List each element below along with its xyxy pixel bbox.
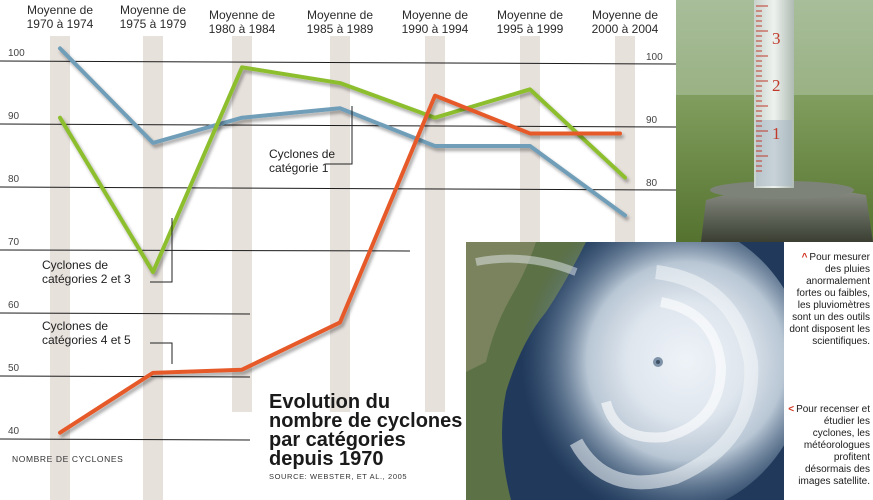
- title-line-1: Evolution du: [269, 391, 390, 413]
- gridline: [0, 249, 411, 252]
- gauge-mark-2: 2: [772, 76, 781, 95]
- series-label: catégories 2 et 3: [42, 272, 131, 286]
- period-label: Moyenne de: [120, 3, 186, 17]
- rain-gauge-photo: 3 2 1: [676, 0, 873, 242]
- period-label: Moyenne de: [307, 8, 373, 22]
- right-axis-ticks: 100 90 80: [646, 52, 663, 189]
- y-tick-label-right: 100: [646, 52, 663, 63]
- y-tick-label-left: 90: [8, 111, 20, 122]
- gridline: [0, 186, 677, 191]
- leader-line: [326, 106, 353, 165]
- period-label: Moyenne de: [27, 3, 93, 17]
- column-band: [330, 36, 350, 412]
- series-label: Cyclones de: [42, 319, 108, 333]
- period-label: 1970 à 1974: [27, 17, 94, 31]
- period-label: Moyenne de: [209, 8, 275, 22]
- gridline: [0, 60, 677, 65]
- gridline: [0, 375, 251, 378]
- chart-title: Evolution du nombre de cyclones par caté…: [269, 391, 462, 470]
- series-label: Cyclones de: [269, 147, 335, 161]
- y-tick-label-left: 50: [8, 363, 20, 374]
- series-lines: [58, 46, 627, 435]
- y-axis-label: Nombre de cyclones: [12, 454, 123, 464]
- period-label: 2000 à 2004: [592, 22, 659, 36]
- gridlines: [0, 60, 677, 441]
- y-tick-label-left: 100: [8, 48, 25, 59]
- caret-left-icon: <: [788, 404, 795, 415]
- period-label: 1980 à 1984: [209, 22, 276, 36]
- period-label: 1975 à 1979: [120, 17, 187, 31]
- source-note: Source: Webster, et al., 2005: [269, 472, 407, 481]
- y-tick-label-left: 60: [8, 300, 20, 311]
- gridline: [0, 123, 677, 128]
- satellite-caption-text: Pour recenser et étudier les cyclones, l…: [796, 404, 870, 487]
- period-label: 1995 à 1999: [497, 22, 564, 36]
- gauge-mark-1: 1: [772, 124, 781, 143]
- series-label: catégories 4 et 5: [42, 333, 131, 347]
- period-label: 1990 à 1994: [402, 22, 469, 36]
- period-label: 1985 à 1989: [307, 22, 374, 36]
- y-tick-label-right: 90: [646, 115, 658, 126]
- rain-gauge-caption-text: Pour mesurer des pluies anormalement for…: [789, 252, 870, 347]
- title-line-2: nombre de cyclones: [269, 410, 462, 432]
- leader-line: [150, 218, 173, 283]
- y-tick-label-left: 80: [8, 174, 20, 185]
- period-label: Moyenne de: [497, 8, 563, 22]
- column-band: [425, 36, 445, 412]
- title-line-3: par catégories: [269, 429, 406, 451]
- period-label: Moyenne de: [402, 8, 468, 22]
- y-tick-label-right: 80: [646, 178, 658, 189]
- y-tick-label-left: 40: [8, 426, 20, 437]
- series-label: catégorie 1: [269, 161, 329, 175]
- leader-line: [150, 342, 173, 364]
- series-label: Cyclones de: [42, 258, 108, 272]
- column-band: [50, 36, 70, 500]
- caret-icon: ^: [801, 252, 808, 263]
- column-band: [232, 36, 252, 412]
- gauge-mark-3: 3: [772, 29, 781, 48]
- rain-gauge-caption: ^ Pour mesurer des pluies anormalement fo…: [786, 252, 870, 348]
- left-axis-ticks: 100 90 80 70 60 50 40: [8, 48, 25, 437]
- satellite-caption: < Pour recenser et étudier les cyclones, …: [786, 404, 870, 488]
- period-label: Moyenne de: [592, 8, 658, 22]
- gridline: [0, 312, 251, 315]
- title-line-4: depuis 1970: [269, 448, 384, 470]
- gridline: [0, 438, 251, 441]
- y-tick-label-left: 70: [8, 237, 20, 248]
- satellite-hurricane-photo: [466, 242, 784, 500]
